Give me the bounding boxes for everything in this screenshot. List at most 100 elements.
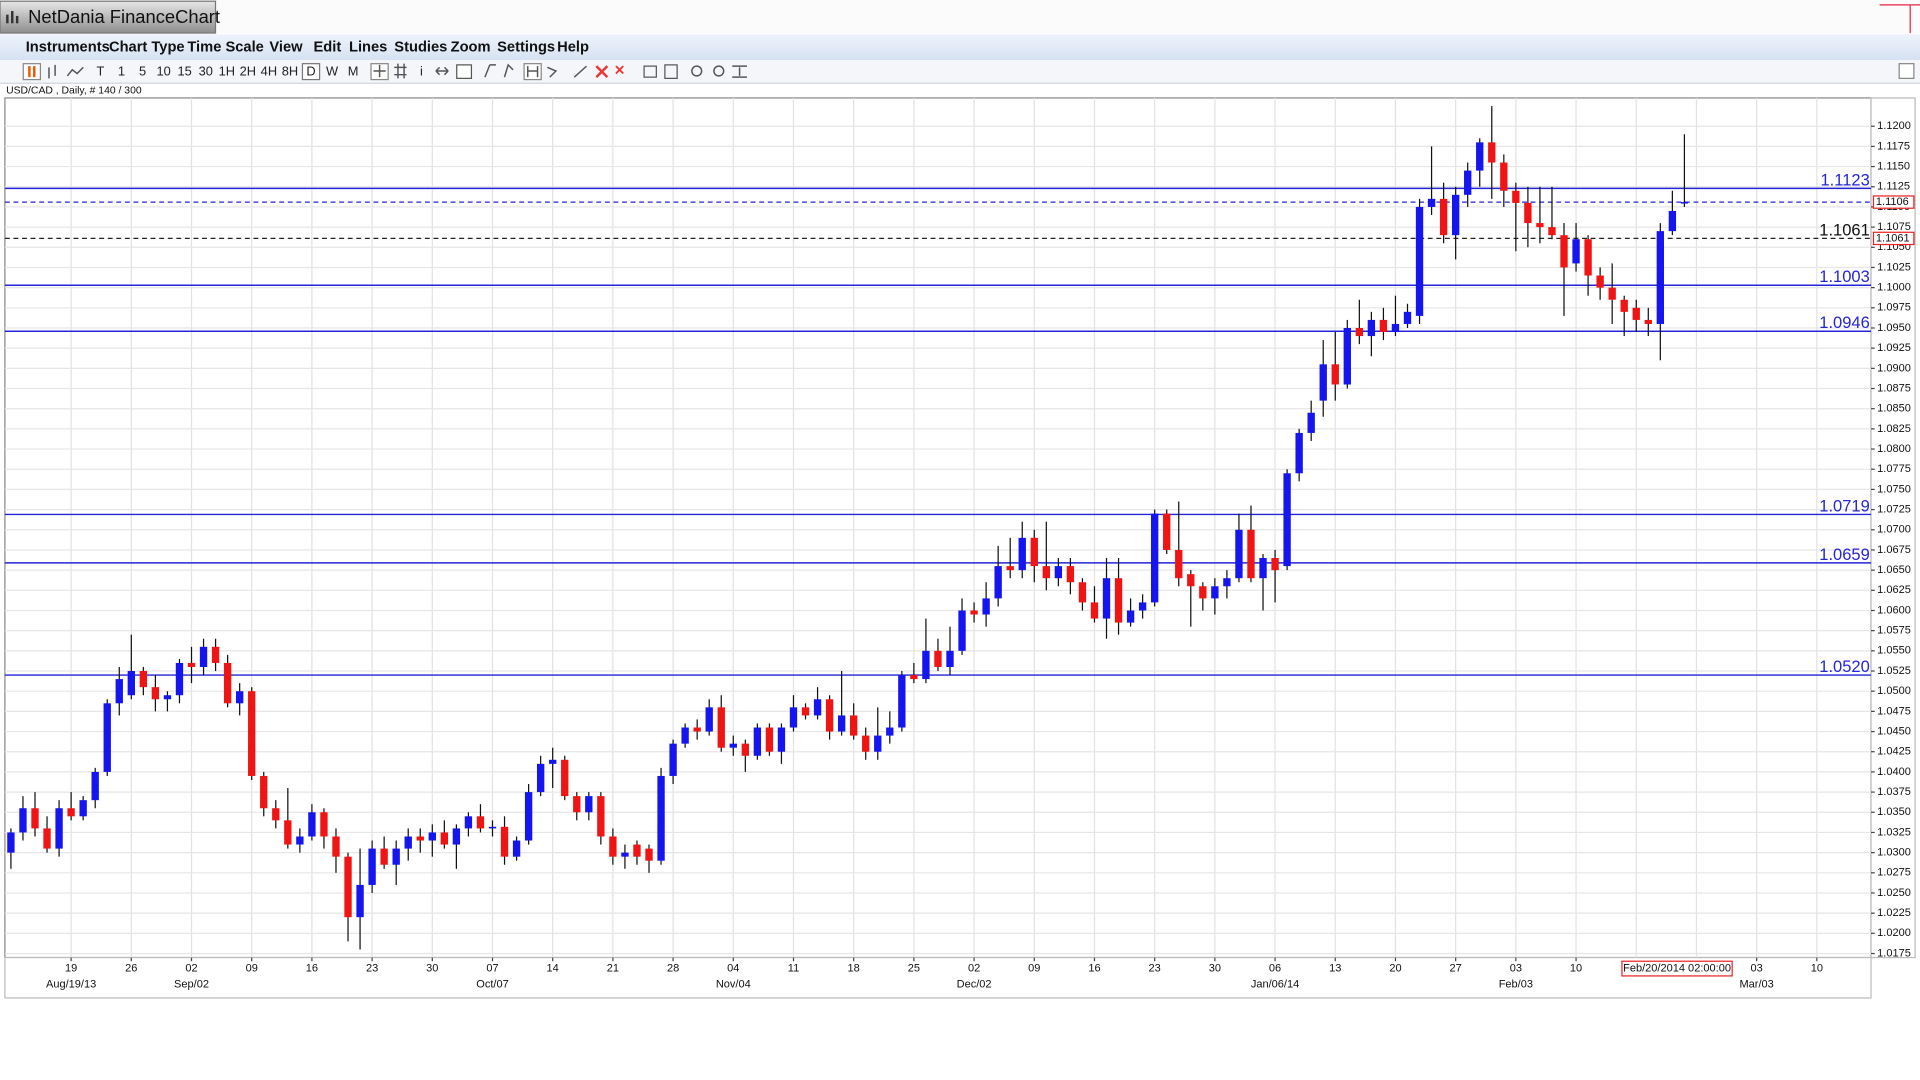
timescale-button[interactable]: 1H	[219, 64, 235, 79]
y-tick-label: 1.0725	[1877, 504, 1911, 516]
candle-body	[67, 808, 75, 817]
candle-body	[801, 707, 810, 716]
timescale-button[interactable]: W	[326, 64, 339, 79]
panel-toggle[interactable]	[1898, 63, 1915, 79]
info-tool[interactable]: i	[420, 64, 423, 79]
delete-all-tool[interactable]	[615, 65, 624, 75]
candle-body	[1006, 566, 1014, 571]
x-month-label: Dec/02	[957, 978, 992, 990]
timescale-button[interactable]: 10	[156, 64, 170, 79]
timescale-button[interactable]: 1	[118, 64, 125, 79]
grid-tool[interactable]	[394, 63, 407, 79]
level-label: 1.0719	[1819, 496, 1870, 515]
candle-body	[272, 808, 280, 821]
menu-item[interactable]: Edit	[313, 40, 341, 56]
candle-body	[1283, 473, 1291, 567]
zoom-out[interactable]	[713, 65, 725, 77]
menu-bar	[0, 34, 1920, 60]
line-tool[interactable]	[66, 66, 84, 77]
arrow-tool[interactable]	[547, 66, 558, 78]
axis-price-label: 1.1106	[1876, 196, 1909, 208]
y-tick-label: 1.0950	[1877, 322, 1911, 334]
candle-body	[1427, 198, 1436, 207]
menu-item[interactable]: Time Scale	[187, 40, 263, 56]
candle-body	[452, 828, 461, 845]
selected-button[interactable]	[301, 63, 321, 81]
menu-item[interactable]: View	[269, 40, 303, 56]
candle-body	[886, 727, 894, 736]
x-tick-label: 23	[1149, 962, 1161, 974]
x-tick-label: 09	[246, 962, 258, 974]
menu-item[interactable]: Zoom	[451, 40, 491, 56]
delete-tool[interactable]	[595, 65, 609, 79]
x-tick-label: 18	[848, 962, 860, 974]
menu-item[interactable]: Chart Type	[109, 40, 185, 56]
candle-body	[1596, 275, 1604, 288]
title-bar	[0, 0, 1920, 34]
timescale-button[interactable]: 2H	[240, 64, 256, 79]
zoom-in[interactable]	[691, 65, 703, 77]
timescale-button[interactable]: M	[348, 64, 359, 79]
title-tab[interactable]	[0, 0, 217, 34]
icon	[527, 66, 539, 78]
level-label: 1.0946	[1819, 313, 1870, 332]
candle-body	[1259, 558, 1267, 579]
candle-body	[19, 808, 27, 833]
candle-body	[1199, 586, 1207, 599]
candle-body	[1536, 223, 1544, 228]
candle-body	[874, 735, 882, 752]
candle-body	[151, 687, 160, 700]
candle-tool[interactable]	[22, 63, 42, 81]
menu-item[interactable]: Lines	[349, 40, 387, 56]
timescale-button[interactable]: 8H	[282, 64, 298, 79]
x-month-label: Sep/02	[174, 978, 209, 990]
candle-body	[344, 856, 352, 918]
candle-body	[1403, 311, 1412, 324]
preview-tool[interactable]	[664, 64, 678, 79]
menu-item[interactable]: Help	[557, 40, 589, 56]
menu-item[interactable]: Settings	[497, 40, 555, 56]
timescale-button[interactable]: 15	[178, 64, 192, 79]
trendline-tools[interactable]	[484, 63, 514, 78]
candle-body	[464, 816, 473, 829]
x-tick-label: 04	[727, 962, 739, 974]
candle-body	[825, 699, 834, 732]
candle-body	[1343, 327, 1351, 385]
x-tick-label: 14	[547, 962, 559, 974]
candle-body	[1355, 327, 1364, 337]
fit-tool[interactable]	[732, 65, 747, 78]
axis-price-marker	[1872, 195, 1915, 209]
draw-tool[interactable]	[573, 65, 588, 78]
x-tick-label: 25	[908, 962, 920, 974]
candle-body	[958, 610, 966, 651]
timescale-button[interactable]: D	[306, 64, 315, 79]
candle-body	[1271, 558, 1279, 571]
timescale-button[interactable]: T	[96, 64, 104, 79]
y-tick-label: 1.1125	[1877, 181, 1910, 193]
bar-tool[interactable]	[48, 64, 56, 79]
timescale-button[interactable]: 5	[139, 64, 146, 79]
timescale-button[interactable]: 4H	[261, 64, 277, 79]
x-tick-label: 11	[788, 962, 799, 974]
candle-body	[561, 759, 569, 797]
scroll-tool[interactable]	[435, 66, 449, 76]
candle-body	[934, 650, 942, 667]
candle-body	[1608, 287, 1616, 300]
candle-body	[1644, 319, 1652, 324]
candle-body	[693, 727, 701, 732]
x-tick-label: 28	[667, 962, 679, 974]
y-tick-label: 1.0175	[1877, 947, 1911, 959]
menu-item[interactable]: Instruments	[26, 40, 110, 56]
close-line-label: 1.1061	[1819, 220, 1870, 239]
candle-body	[1548, 227, 1556, 236]
timescale-button[interactable]: 30	[199, 64, 213, 79]
candle-body	[681, 727, 689, 744]
volume-tool[interactable]	[456, 64, 473, 79]
print-tool[interactable]	[643, 65, 657, 78]
candle-body	[163, 695, 172, 700]
candle-body	[500, 826, 509, 857]
candle-body	[284, 820, 292, 845]
menu-item[interactable]: Studies	[394, 40, 447, 56]
candle-body	[657, 775, 665, 861]
candle-body	[1439, 198, 1448, 236]
